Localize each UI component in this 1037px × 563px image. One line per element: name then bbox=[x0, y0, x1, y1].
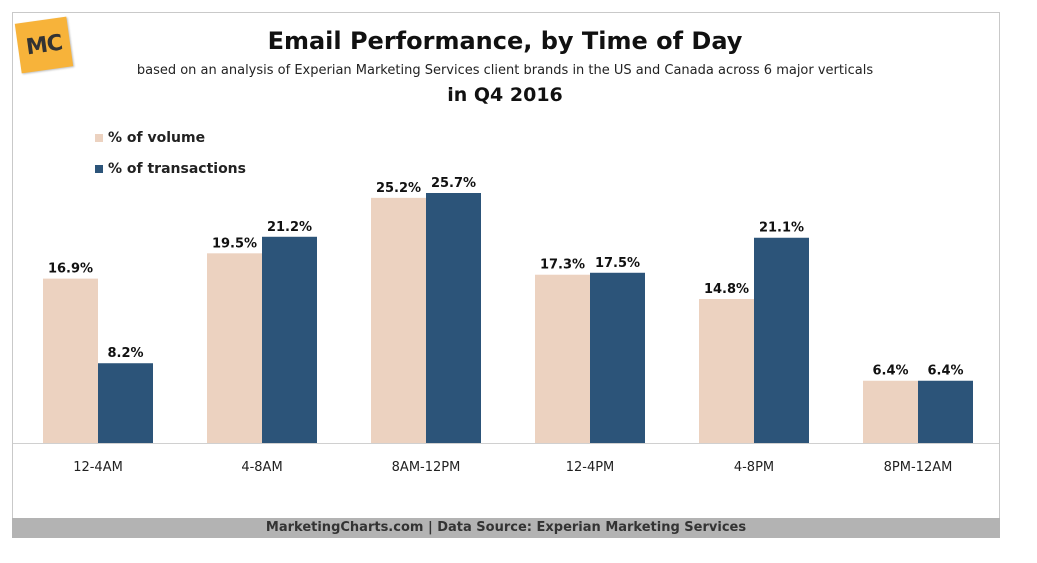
bar-8PM-12AM-series-0 bbox=[863, 380, 918, 443]
x-tick-label-3: 12-4PM bbox=[566, 460, 615, 475]
data-label-8AM-12PM-series-1: 25.7% bbox=[431, 176, 476, 191]
bar-12-4PM-series-1 bbox=[590, 272, 645, 443]
data-label-4-8AM-series-0: 19.5% bbox=[212, 236, 257, 251]
x-tick-label-1: 4-8AM bbox=[241, 460, 282, 475]
bar-4-8PM-series-1 bbox=[754, 237, 809, 443]
bar-8PM-12AM-series-1 bbox=[918, 380, 973, 443]
data-label-8AM-12PM-series-0: 25.2% bbox=[376, 181, 421, 196]
chart-frame bbox=[12, 12, 1000, 537]
legend-item-transactions: % of transactions bbox=[95, 161, 246, 177]
bar-12-4PM-series-0 bbox=[535, 274, 590, 443]
bar-4-8AM-series-0 bbox=[207, 253, 262, 443]
x-tick-label-4: 4-8PM bbox=[734, 460, 774, 475]
data-label-8PM-12AM-series-1: 6.4% bbox=[927, 364, 963, 379]
bar-8AM-12PM-series-1 bbox=[426, 193, 481, 443]
x-tick-label-2: 8AM-12PM bbox=[392, 460, 461, 475]
data-label-8PM-12AM-series-0: 6.4% bbox=[872, 364, 908, 379]
chart-subtitle-period: in Q4 2016 bbox=[447, 84, 563, 106]
data-label-4-8AM-series-1: 21.2% bbox=[267, 220, 312, 235]
x-tick-label-0: 12-4AM bbox=[73, 460, 123, 475]
bar-4-8AM-series-1 bbox=[262, 236, 317, 443]
legend-label-volume: % of volume bbox=[108, 130, 206, 146]
data-label-12-4PM-series-1: 17.5% bbox=[595, 256, 640, 271]
chart-subtitle: based on an analysis of Experian Marketi… bbox=[136, 63, 874, 78]
legend-swatch-volume bbox=[95, 134, 103, 142]
data-label-12-4PM-series-0: 17.3% bbox=[540, 258, 585, 273]
data-label-12-4AM-series-1: 8.2% bbox=[107, 346, 143, 361]
x-tick-label-5: 8PM-12AM bbox=[884, 460, 953, 475]
bar-4-8PM-series-0 bbox=[699, 299, 754, 443]
chart-title: Email Performance, by Time of Day bbox=[267, 27, 743, 55]
legend-item-volume: % of volume bbox=[95, 130, 205, 146]
bar-12-4AM-series-0 bbox=[43, 278, 98, 443]
legend-swatch-transactions bbox=[95, 165, 103, 173]
source-footer: MarketingCharts.com | Data Source: Exper… bbox=[12, 518, 1000, 538]
data-label-4-8PM-series-1: 21.1% bbox=[759, 221, 804, 236]
bar-12-4AM-series-1 bbox=[98, 363, 153, 443]
data-label-4-8PM-series-0: 14.8% bbox=[704, 282, 749, 297]
legend-label-transactions: % of transactions bbox=[108, 161, 246, 177]
bar-8AM-12PM-series-0 bbox=[371, 197, 426, 443]
data-label-12-4AM-series-0: 16.9% bbox=[48, 262, 93, 277]
